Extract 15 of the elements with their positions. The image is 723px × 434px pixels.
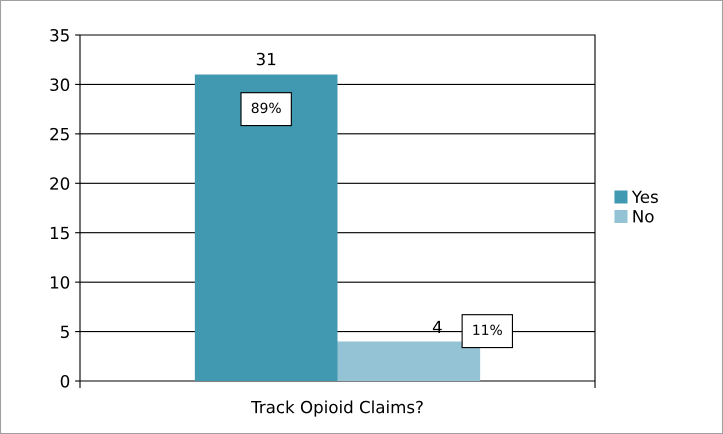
y-tick-label: 10 [50, 276, 70, 289]
data-label: 31 [256, 52, 276, 66]
legend-label: No [633, 210, 654, 223]
legend-label: Yes [632, 190, 658, 204]
annotation: 89% [252, 102, 281, 114]
y-tick-label: 30 [50, 78, 70, 91]
y-tick-label: 0 [60, 374, 70, 388]
y-tick-label: 35 [50, 28, 69, 42]
y-tick-label: 5 [60, 326, 69, 338]
y-tick-label: 20 [50, 177, 70, 190]
data-label: 4 [432, 320, 442, 334]
y-tick-label: 25 [50, 128, 69, 140]
y-tick-label: 15 [50, 226, 69, 240]
annotation: 11% [473, 324, 502, 336]
x-tick-label: Track Opioid Claims? [251, 400, 423, 417]
